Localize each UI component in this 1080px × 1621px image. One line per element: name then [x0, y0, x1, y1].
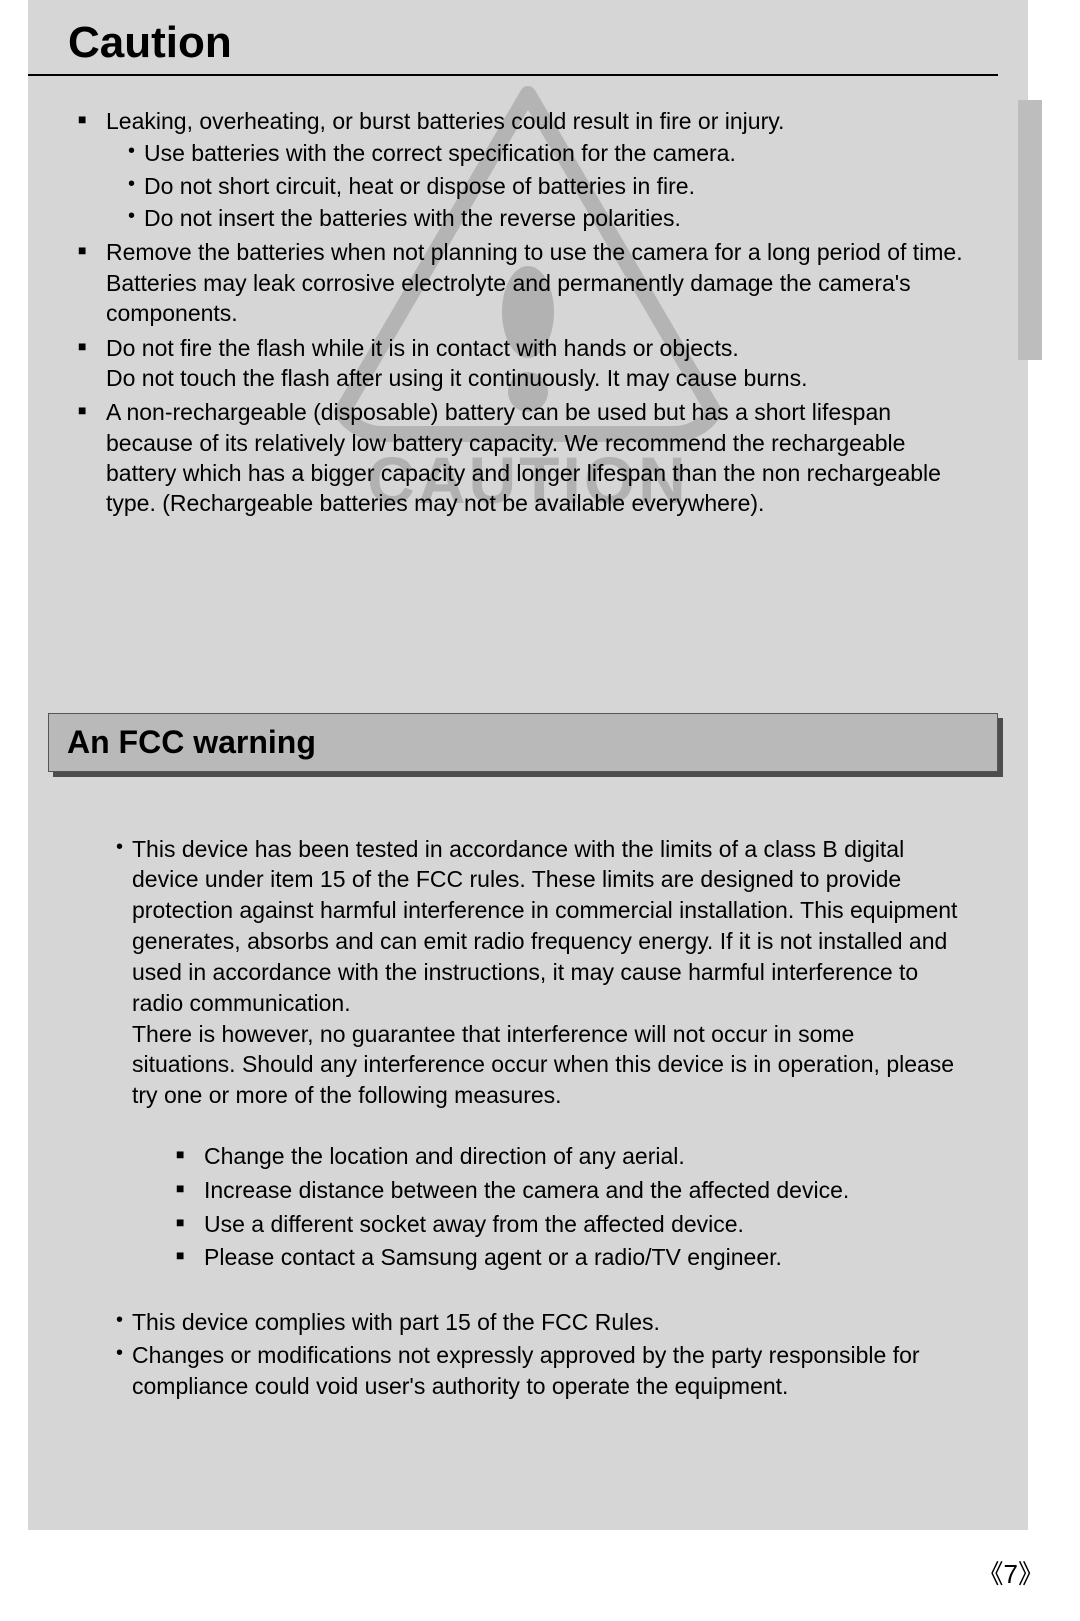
- fcc-measure: Please contact a Samsung agent or a radi…: [176, 1242, 958, 1273]
- fcc-section: This device has been tested in accordanc…: [28, 772, 1028, 1402]
- fcc-paragraph: This device has been tested in accordanc…: [116, 834, 958, 1274]
- fcc-measure: Use a different socket away from the aff…: [176, 1209, 958, 1240]
- caution-item: Do not fire the flash while it is in con…: [78, 333, 978, 394]
- caution-item-extra: Batteries may leak corrosive electrolyte…: [106, 268, 978, 329]
- caution-item: Remove the batteries when not planning t…: [78, 237, 978, 328]
- caution-item: A non-rechargeable (disposable) battery …: [78, 397, 978, 518]
- caution-subitem: Use batteries with the correct specifica…: [128, 138, 978, 168]
- fcc-heading-box: An FCC warning: [48, 713, 998, 772]
- fcc-measure: Increase distance between the camera and…: [176, 1175, 958, 1206]
- manual-page: Caution CAUTION Leaking, overheating, or…: [28, 0, 1028, 1530]
- caution-item-text: A non-rechargeable (disposable) battery …: [106, 399, 941, 516]
- fcc-measure: Change the location and direction of any…: [176, 1141, 958, 1172]
- page-number: 《7》: [0, 1530, 1080, 1621]
- fcc-para1: This device has been tested in accordanc…: [132, 836, 957, 1016]
- caution-section: CAUTION Leaking, overheating, or burst b…: [28, 76, 1028, 553]
- caution-list: Leaking, overheating, or burst batteries…: [78, 106, 978, 519]
- caution-item: Leaking, overheating, or burst batteries…: [78, 106, 978, 233]
- fcc-footer-item: This device complies with part 15 of the…: [116, 1307, 958, 1338]
- caution-item-text: Remove the batteries when not planning t…: [106, 239, 963, 265]
- title-bar: Caution: [28, 0, 998, 76]
- caution-subitem: Do not insert the batteries with the rev…: [128, 203, 978, 233]
- page-title: Caution: [68, 18, 998, 68]
- caution-subitem: Do not short circuit, heat or dispose of…: [128, 171, 978, 201]
- fcc-para1b: There is however, no guarantee that inte…: [132, 1019, 958, 1111]
- caution-item-extra: Do not touch the flash after using it co…: [106, 363, 978, 393]
- fcc-heading: An FCC warning: [67, 724, 979, 761]
- fcc-footer-item: Changes or modifications not expressly a…: [116, 1340, 958, 1402]
- caution-item-text: Do not fire the flash while it is in con…: [106, 335, 739, 361]
- caution-item-text: Leaking, overheating, or burst batteries…: [106, 108, 784, 134]
